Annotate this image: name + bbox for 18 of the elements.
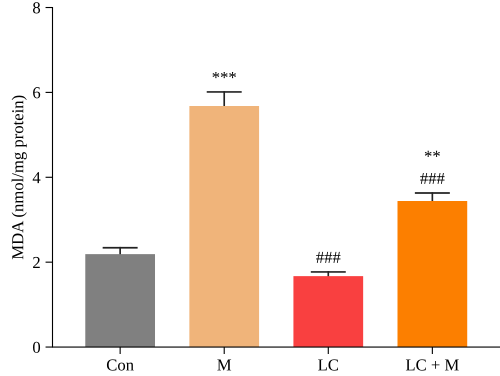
y-tick-label: 6 bbox=[33, 87, 40, 98]
annotation: ** bbox=[424, 150, 440, 157]
x-tick-label: LC bbox=[318, 359, 338, 371]
y-tick-label: 4 bbox=[32, 172, 40, 184]
y-tick-label: 2 bbox=[33, 256, 40, 268]
x-tick-label: LC + M bbox=[406, 359, 459, 371]
annotation: ### bbox=[420, 172, 445, 184]
annotation: ### bbox=[316, 252, 340, 263]
annotation: *** bbox=[212, 72, 236, 78]
y-tick-label: 0 bbox=[32, 342, 40, 353]
bar bbox=[397, 201, 468, 348]
x-tick-label: Con bbox=[106, 359, 134, 371]
x-tick-label: M bbox=[217, 360, 232, 370]
bar bbox=[85, 254, 156, 348]
bar bbox=[189, 106, 260, 348]
y-tick-label: 8 bbox=[32, 2, 40, 14]
bar bbox=[293, 276, 364, 348]
y-axis-title: MDA (nmol/mg protein) bbox=[12, 96, 27, 260]
